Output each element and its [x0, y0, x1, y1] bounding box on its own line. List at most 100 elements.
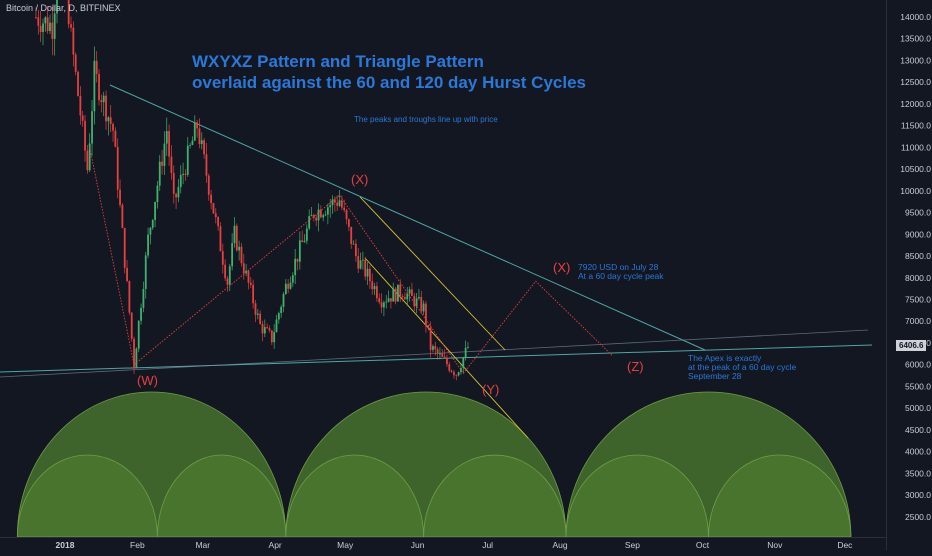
candle-down	[112, 124, 114, 131]
time-tick-label: Mar	[195, 540, 210, 550]
candle-down	[84, 120, 86, 151]
time-axis[interactable]: 2018 Feb Mar Apr May Jun Jul Aug Sep Oct Nov Dec	[0, 537, 886, 551]
candle-up	[158, 161, 161, 186]
candle-up	[179, 174, 182, 188]
candle-up	[457, 372, 460, 376]
candle-up	[56, 0, 58, 14]
support-line	[0, 329, 869, 378]
candle-up	[387, 298, 390, 302]
candle-up	[415, 298, 418, 307]
candle-down	[340, 200, 343, 208]
last-price-tag: 6406.6	[896, 340, 927, 351]
candle-down	[203, 140, 206, 155]
candle-up	[373, 286, 376, 290]
candle-down	[450, 370, 453, 372]
triangle-trendlines	[0, 84, 873, 439]
candle-up	[291, 275, 294, 283]
candle-down	[378, 298, 381, 303]
candle-up	[91, 111, 93, 144]
price-tick-label: 5000.0	[905, 403, 931, 413]
candle-up	[326, 207, 329, 215]
time-tick-label: 2018	[56, 540, 75, 550]
title-line-2: overlaid against the 60 and 120 day Hurs…	[192, 73, 586, 92]
candle-down	[446, 357, 448, 365]
candle-down	[217, 217, 220, 227]
candle-up	[42, 23, 44, 32]
candle-up	[303, 240, 306, 243]
wave-label-z: (Z)	[627, 359, 644, 374]
candle-down	[109, 117, 112, 125]
candle-up	[408, 289, 411, 294]
candle-down	[226, 278, 229, 285]
candle-up	[289, 282, 292, 289]
candle-up	[324, 214, 327, 216]
candle-up	[147, 234, 149, 256]
candle-down	[35, 17, 37, 18]
candle-down	[210, 194, 213, 204]
candle-down	[67, 0, 70, 25]
candle-up	[273, 332, 276, 343]
candle-up	[460, 368, 462, 373]
candle-down	[345, 210, 348, 220]
subtitle: The peaks and troughs line up with price	[354, 115, 498, 124]
price-tick-label: 11500.0	[901, 121, 931, 131]
price-tick-label: 2500.0	[905, 512, 931, 522]
title-line-1: WXYXZ Pattern and Triangle Pattern	[192, 52, 484, 71]
price-tick-label: 12500.0	[900, 77, 931, 87]
candle-up	[263, 327, 266, 334]
candle-down	[287, 283, 290, 289]
candle-up	[439, 353, 441, 355]
candle-down	[37, 17, 40, 26]
price-tick-label: 8000.0	[905, 273, 931, 283]
candle-down	[46, 17, 49, 32]
candle-down	[436, 349, 439, 354]
candle-down	[170, 156, 173, 173]
candle-down	[413, 295, 416, 307]
candle-down	[270, 330, 273, 343]
hurst-cycle-arcs	[16, 391, 852, 538]
candle-down	[434, 346, 437, 350]
candle-down	[441, 353, 444, 357]
candle-up	[193, 122, 196, 141]
candle-down	[266, 327, 269, 329]
price-tick-label: 3000.0	[905, 490, 931, 500]
price-tick-label: 6000.0	[905, 360, 931, 370]
candle-down	[252, 284, 255, 304]
hurst-arc-60	[423, 454, 567, 538]
candle-down	[175, 193, 177, 198]
candle-down	[254, 303, 257, 315]
lower-triangle-line	[0, 344, 873, 373]
candle-up	[308, 216, 311, 229]
price-tick-label: 4500.0	[905, 425, 931, 435]
candle-down	[242, 263, 245, 274]
candle-down	[207, 175, 210, 195]
time-tick-label: Jul	[482, 540, 493, 550]
candle-up	[137, 320, 140, 349]
candle-up	[310, 215, 313, 217]
price-axis[interactable]: 2500.0 3000.0 3500.0 4000.0 4500.0 5000.0 5500…	[886, 0, 932, 550]
candle-up	[275, 319, 278, 333]
candle-down	[312, 215, 315, 218]
candle-down	[333, 199, 336, 203]
candle-up	[280, 306, 283, 314]
candle-up	[406, 293, 409, 300]
candle-up	[322, 215, 325, 218]
candle-up	[467, 347, 469, 348]
time-tick-label: May	[337, 540, 354, 550]
candle-down	[81, 115, 84, 121]
channel-upper	[359, 196, 506, 351]
time-tick-label: Dec	[837, 540, 853, 550]
candle-up	[144, 255, 147, 289]
candle-down	[354, 243, 357, 257]
candle-up	[397, 284, 399, 302]
price-tick-label: 7500.0	[905, 294, 931, 304]
hurst-arc-60	[708, 454, 852, 538]
candle-up	[284, 283, 287, 295]
candle-down	[224, 264, 227, 279]
candle-down	[77, 71, 79, 96]
candle-down	[221, 251, 224, 265]
candle-up	[151, 219, 154, 228]
candle-down	[455, 375, 458, 376]
candle-down	[205, 154, 208, 176]
